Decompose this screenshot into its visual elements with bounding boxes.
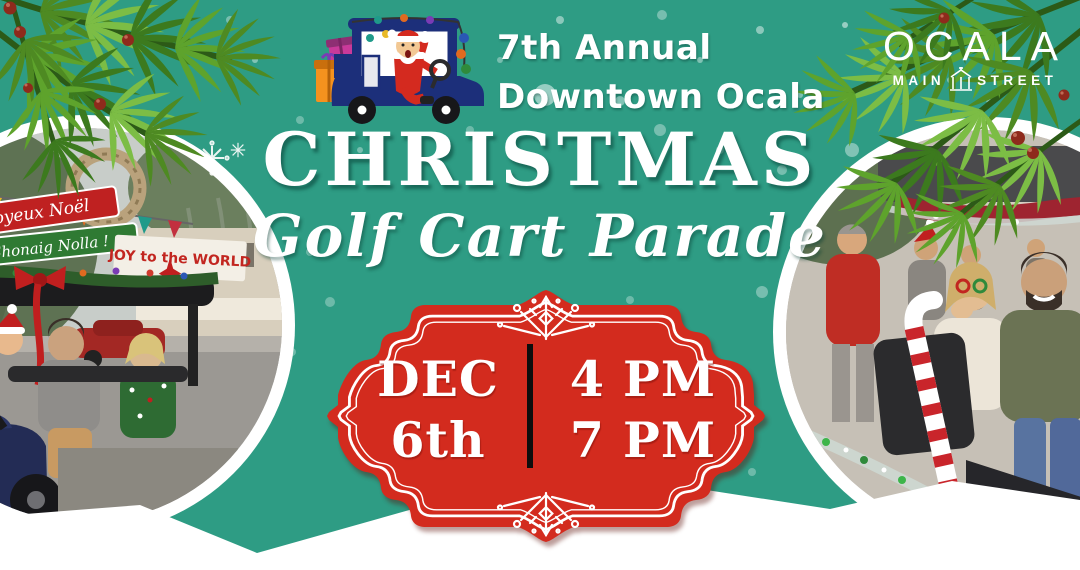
- logo-name: OCALA: [883, 23, 1067, 69]
- rider-green-sweater: [120, 333, 176, 438]
- gazebo-icon: [950, 67, 973, 91]
- logo-sub-left: MAIN: [892, 72, 946, 88]
- photo-left-parade-cart: Joyeux Noël Shonaig Nolla ! JOY to the W…: [0, 115, 295, 535]
- sign-joy-to-the-world: JOY to the WORLD: [107, 234, 252, 282]
- logo-ocala-main-street: OCALA MAIN STREET: [880, 26, 1070, 93]
- santa-golf-cart-icon: [314, 14, 484, 124]
- badge-time-end: 7 PM: [569, 411, 717, 469]
- annual-line2: Downtown Ocala: [497, 77, 825, 117]
- svg-text:JOY to the WORLD: JOY to the WORLD: [107, 247, 251, 270]
- annual-line1: 7th Annual: [497, 28, 712, 68]
- badge-date-month: DEC: [377, 350, 499, 408]
- santa-claus: [387, 29, 438, 105]
- badge-time: 4 PM 7 PM: [548, 349, 738, 471]
- rider-santa-hat: [0, 304, 25, 355]
- subtitle-golf-cart-parade: Golf Cart Parade: [253, 202, 827, 270]
- badge-date: DEC 6th: [352, 349, 524, 471]
- snowflake-doodles: [194, 140, 246, 176]
- pine-branch-right: [785, 0, 1080, 287]
- badge-divider: [527, 344, 533, 468]
- annual-text: 7th Annual Downtown Ocala: [497, 24, 827, 122]
- badge-time-start: 4 PM: [569, 350, 717, 408]
- logo-sub-right: STREET: [977, 72, 1058, 88]
- badge-date-day: 6th: [390, 411, 486, 469]
- title-christmas: CHRISTMAS: [262, 117, 818, 203]
- pine-branch-left: [0, 0, 288, 211]
